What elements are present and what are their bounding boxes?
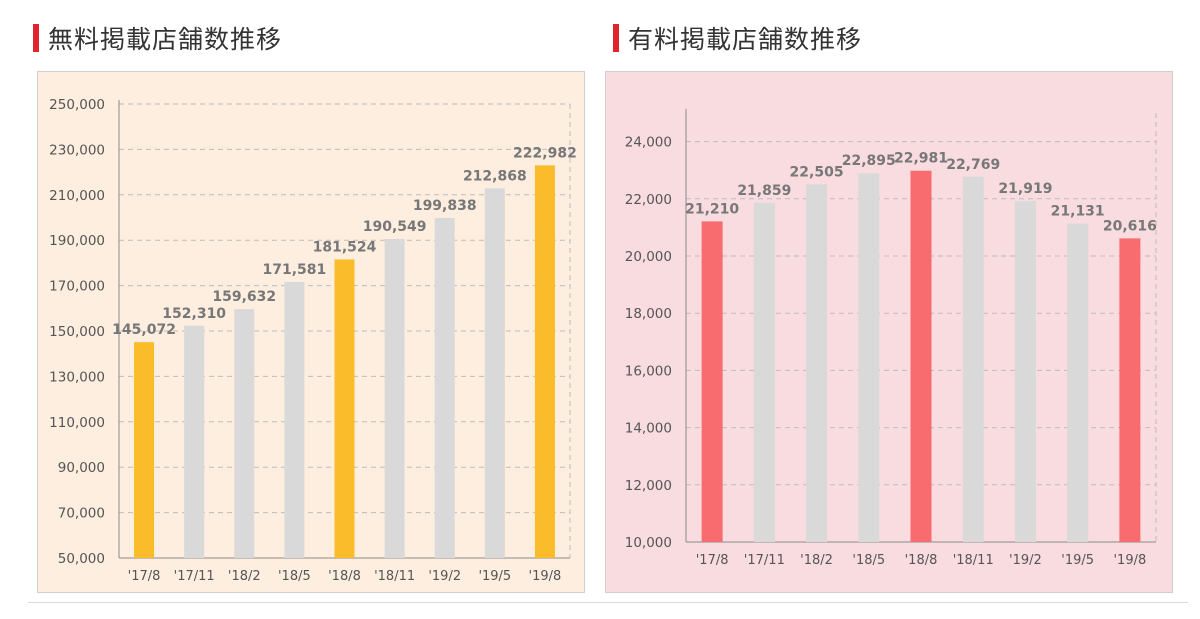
bar xyxy=(1067,223,1089,543)
y-tick-label: 18,000 xyxy=(625,306,672,322)
heading-accent-bar xyxy=(33,24,39,52)
y-tick-label: 190,000 xyxy=(49,233,105,249)
x-tick-label: '19/8 xyxy=(1113,553,1146,568)
chart-panel-paid: 10,000 12,000 14,000 16,000 18,000 20,000 22,0… xyxy=(605,71,1173,593)
data-label: 21,210 xyxy=(685,201,739,217)
data-label: 181,524 xyxy=(313,239,377,255)
x-tick-label: '19/8 xyxy=(529,569,562,584)
bar xyxy=(184,325,205,558)
y-tick-label: 20,000 xyxy=(625,249,672,265)
y-tick-label: 150,000 xyxy=(49,324,105,340)
bottom-divider xyxy=(28,602,1188,603)
y-tick-label: 230,000 xyxy=(49,142,105,158)
y-tick-label: 170,000 xyxy=(49,279,105,295)
bar xyxy=(484,188,505,558)
data-label: 222,982 xyxy=(513,145,577,161)
bar xyxy=(334,259,355,558)
y-tick-label: 14,000 xyxy=(625,421,672,437)
x-tick-label: '18/5 xyxy=(278,569,311,584)
data-label: 22,505 xyxy=(790,164,844,180)
y-tick-label: 10,000 xyxy=(625,535,672,551)
x-tick-label: '17/8 xyxy=(696,553,729,568)
heading-right-title: 有料掲載店舗数推移 xyxy=(628,25,863,54)
x-tick-label: '17/8 xyxy=(128,569,161,584)
y-tick-label: 90,000 xyxy=(58,460,105,476)
bar xyxy=(234,309,255,558)
y-tick-label: 22,000 xyxy=(625,192,672,208)
bar xyxy=(434,217,455,558)
heading-accent-bar xyxy=(613,24,619,52)
chart-free-listings: 50,000 70,000 90,000 110,000 130,000 150,000 1… xyxy=(49,97,577,584)
data-label: 22,769 xyxy=(946,157,1000,173)
data-label: 145,072 xyxy=(112,322,176,338)
x-tick-label: '19/5 xyxy=(478,569,511,584)
y-tick-label: 12,000 xyxy=(625,478,672,494)
y-tick-label: 210,000 xyxy=(49,188,105,204)
chart-panel-free: 50,000 70,000 90,000 110,000 130,000 150,000 1… xyxy=(37,71,585,593)
data-label: 152,310 xyxy=(162,306,226,322)
bar xyxy=(806,184,828,542)
x-tick-label: '19/5 xyxy=(1061,553,1094,568)
y-tick-label: 24,000 xyxy=(625,135,672,151)
x-tick-label: '18/11 xyxy=(953,553,994,568)
y-tick-label: 250,000 xyxy=(49,97,105,113)
heading-left-title: 無料掲載店舗数推移 xyxy=(48,25,283,54)
data-label: 212,868 xyxy=(463,168,527,184)
x-tick-label: '17/11 xyxy=(744,553,785,568)
data-label: 21,131 xyxy=(1051,204,1105,220)
bar xyxy=(910,170,932,542)
bar xyxy=(134,342,155,558)
x-tick-label: '18/11 xyxy=(374,569,415,584)
bar xyxy=(534,165,555,558)
bar xyxy=(384,238,405,558)
x-tick-label: '18/2 xyxy=(228,569,261,584)
x-tick-label: '18/5 xyxy=(852,553,885,568)
data-label: 190,549 xyxy=(363,219,427,235)
bar xyxy=(858,173,880,542)
bar xyxy=(1119,238,1141,543)
data-label: 171,581 xyxy=(263,262,327,278)
chart-paid-listings: 10,000 12,000 14,000 16,000 18,000 20,000 22,0… xyxy=(625,109,1157,568)
bar xyxy=(701,221,723,543)
x-tick-label: '19/2 xyxy=(1009,553,1042,568)
data-label: 21,919 xyxy=(998,181,1052,197)
heading-left: 無料掲載店舗数推移 xyxy=(33,20,282,56)
bar xyxy=(1014,201,1036,543)
x-tick-label: '18/8 xyxy=(905,553,938,568)
y-tick-label: 130,000 xyxy=(49,369,105,385)
data-label: 21,859 xyxy=(737,183,791,199)
x-tick-label: '17/11 xyxy=(174,569,215,584)
x-tick-label: '18/8 xyxy=(328,569,361,584)
heading-right: 有料掲載店舗数推移 xyxy=(613,20,862,56)
data-label: 22,981 xyxy=(894,151,948,167)
bar xyxy=(284,282,305,558)
x-tick-label: '18/2 xyxy=(800,553,833,568)
data-label: 20,616 xyxy=(1103,218,1157,234)
data-label: 199,838 xyxy=(413,198,477,214)
data-label: 159,632 xyxy=(212,289,276,305)
y-tick-label: 110,000 xyxy=(49,415,105,431)
y-tick-label: 70,000 xyxy=(58,506,105,522)
x-tick-label: '19/2 xyxy=(428,569,461,584)
y-tick-label: 16,000 xyxy=(625,363,672,379)
bar xyxy=(962,176,984,542)
data-label: 22,895 xyxy=(842,153,896,169)
bar xyxy=(753,202,775,543)
y-tick-label: 50,000 xyxy=(58,551,105,567)
